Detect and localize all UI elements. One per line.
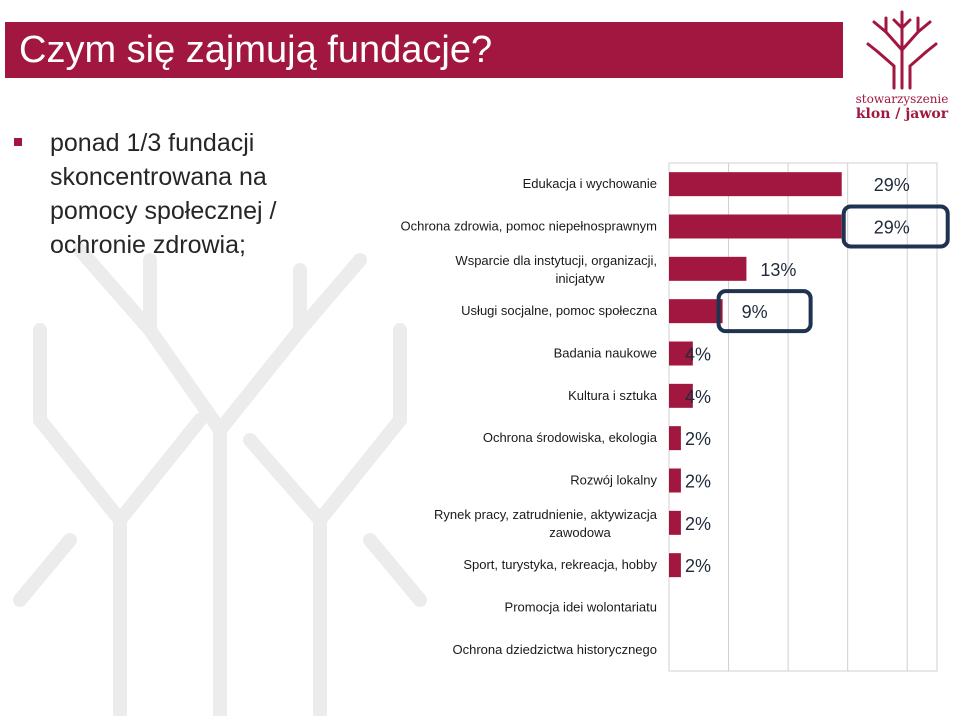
value-label: 9% xyxy=(742,302,768,322)
bar xyxy=(669,383,693,408)
value-label: 4% xyxy=(685,345,711,365)
category-label: Sport, turystyka, rekreacja, hobby xyxy=(463,557,657,572)
category-labels: Edukacja i wychowanie Ochrona zdrowia, po… xyxy=(400,176,657,657)
highlight-box xyxy=(716,289,813,334)
value-label: 2% xyxy=(685,556,711,576)
category-label: Rynek pracy, zatrudnienie, aktywizacja za… xyxy=(434,507,658,540)
bar xyxy=(669,341,693,366)
highlight-boxes xyxy=(716,204,950,334)
page-title: Czym się zajmują fundacje? xyxy=(19,29,493,71)
bar xyxy=(669,510,681,535)
value-label: 2% xyxy=(685,514,711,534)
highlight-box xyxy=(841,204,950,249)
category-label: Kultura i sztuka xyxy=(568,388,658,403)
bullet-square-icon xyxy=(14,138,22,146)
klon-jawor-logo: stowarzyszenie klon / jawor xyxy=(852,0,952,130)
value-label: 13% xyxy=(760,260,796,280)
category-label: Ochrona środowiska, ekologia xyxy=(483,430,658,445)
title-bar: Czym się zajmują fundacje? xyxy=(5,22,843,78)
bars xyxy=(669,172,842,578)
bullet-text: ponad 1/3 fundacji skoncentrowana na pom… xyxy=(50,129,277,259)
logo-line1: stowarzyszenie xyxy=(855,92,949,106)
bar xyxy=(669,553,681,578)
bar xyxy=(669,426,681,451)
bar xyxy=(669,172,842,197)
category-label: Badania naukowe xyxy=(554,346,657,361)
logo-line2: klon / jawor xyxy=(855,106,949,122)
tree-logo-icon xyxy=(866,10,938,90)
value-label: 4% xyxy=(685,387,711,407)
bar xyxy=(669,256,747,281)
value-label: 29% xyxy=(874,218,910,238)
value-label: 2% xyxy=(685,429,711,449)
value-label: 2% xyxy=(685,472,711,492)
category-label: Promocja idei wolontariatu xyxy=(505,600,657,615)
plot-area xyxy=(668,162,938,672)
bar xyxy=(669,299,723,324)
bar xyxy=(669,468,681,493)
category-label: Wsparcie dla instytucji, organizacji, ini… xyxy=(455,253,657,286)
bar xyxy=(669,214,842,239)
value-labels: 29% 29% 13% 9% 4% 4% 2% 2% 2% 2% xyxy=(685,175,910,576)
category-label: Rozwój lokalny xyxy=(570,473,657,488)
category-label: Edukacja i wychowanie xyxy=(523,176,657,191)
category-label: Ochrona zdrowia, pomoc niepełnosprawnym xyxy=(400,219,657,234)
value-label: 29% xyxy=(874,175,910,195)
category-label: Ochrona dziedzictwa historycznego xyxy=(453,642,658,657)
category-label: Usługi socjalne, pomoc społeczna xyxy=(461,303,658,318)
